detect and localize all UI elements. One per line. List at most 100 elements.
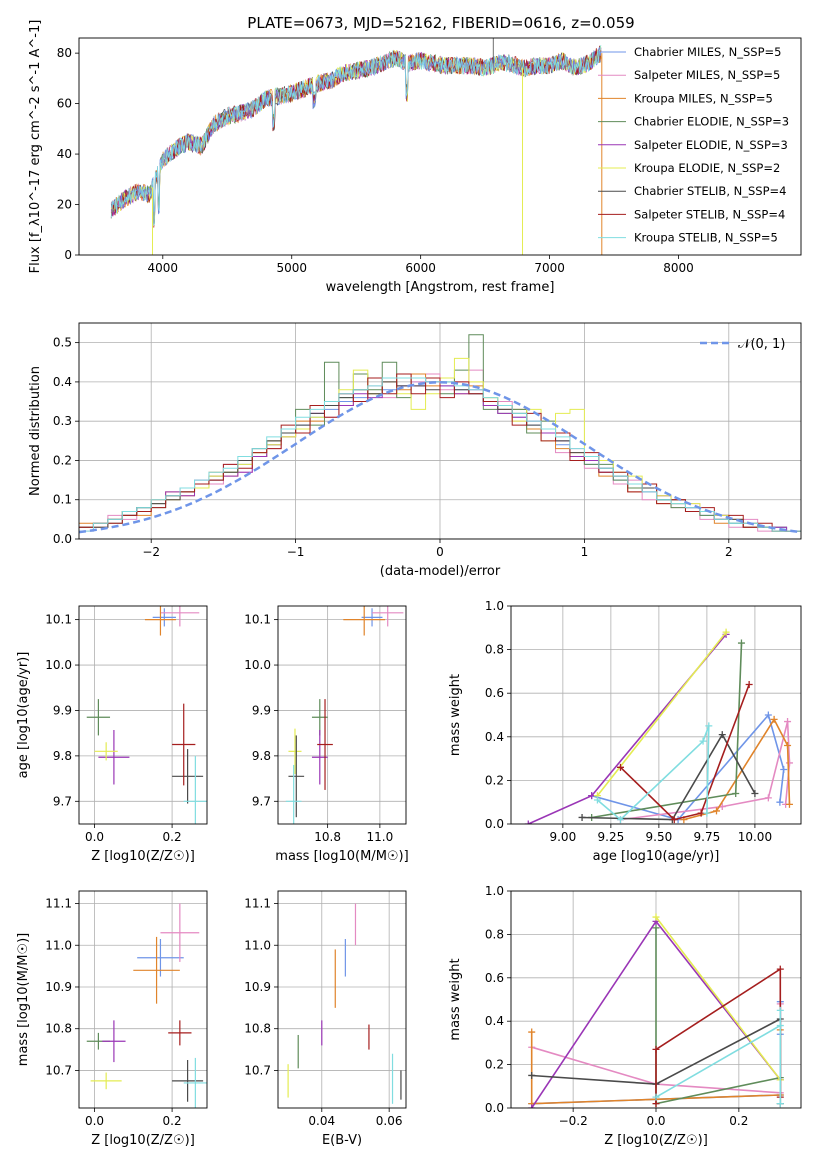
legend-label: Chabrier ELODIE, N_SSP=3	[634, 115, 789, 129]
x-tick-label: 0.2	[729, 1114, 748, 1128]
x-axis-label: Z [log10(Z/Z☉)]	[91, 1133, 195, 1148]
y-tick-label: 0.6	[485, 971, 504, 985]
y-tick-label: 9.7	[53, 794, 72, 808]
histogram-step	[79, 377, 801, 532]
weight-marker	[764, 794, 772, 802]
weight-marker	[785, 759, 793, 767]
y-tick-label: 11.1	[45, 897, 72, 911]
y-tick-label: 20	[57, 198, 72, 212]
y-axis-label: mass weight	[448, 958, 463, 1040]
figure-title: PLATE=0673, MJD=52162, FIBERID=0616, z=0…	[247, 14, 634, 32]
plot-area	[79, 323, 801, 539]
x-tick-label: 8000	[663, 261, 694, 275]
x-tick-label: 0.0	[85, 830, 104, 844]
legend-label: Kroupa STELIB, N_SSP=5	[634, 231, 778, 245]
weight-marker	[770, 715, 778, 723]
x-axis-label: E(B-V)	[322, 1133, 362, 1148]
x-axis-label: (data-model)/error	[380, 564, 501, 579]
weight-marker	[528, 1071, 536, 1079]
y-tick-label: 10.1	[244, 613, 271, 627]
weight-line	[655, 916, 781, 1081]
weight-marker	[745, 680, 753, 688]
x-tick-label: 5000	[276, 261, 307, 275]
x-axis-label: Z [log10(Z/Z☉)]	[604, 1133, 708, 1148]
y-tick-label: 0.6	[485, 686, 504, 700]
weight-marker	[652, 1100, 660, 1108]
normal-curve	[79, 381, 801, 534]
weight-marker	[784, 718, 792, 726]
weight-marker	[703, 809, 711, 817]
y-tick-label: 9.7	[252, 794, 271, 808]
weight-marker	[699, 737, 707, 745]
mass-vs-metallicity-panel: 0.0 0.2 10.7 10.8 10.9 11.0 11.1 Z [log10(Z/Z☉)…	[16, 890, 208, 1148]
legend-label: Kroupa ELODIE, N_SSP=2	[634, 161, 780, 175]
y-tick-label: 0.4	[485, 1014, 504, 1028]
x-tick-label: 0.0	[646, 1114, 665, 1128]
spectrum-legend: Chabrier MILES, N_SSP=5 Salpeter MILES, N…	[598, 45, 789, 245]
axes-frame	[78, 37, 802, 256]
x-tick-label: −2	[142, 545, 160, 559]
age-vs-mass-panel: 10.8 11.0 9.7 9.8 9.9 10.0 10.1 mass [log10(M/M…	[244, 605, 409, 864]
axes-frame	[78, 890, 208, 1109]
weight-marker	[732, 789, 740, 797]
weight-line	[527, 633, 727, 824]
x-tick-label: −1	[287, 545, 305, 559]
weight-marker	[718, 731, 726, 739]
weight-marker	[751, 789, 759, 797]
mass-weight-vs-metallicity-panel: −0.2 0.0 0.2 0.0 0.2 0.4 0.6 0.8 1.0 Z [log10(Z/Z…	[448, 884, 802, 1148]
y-tick-label: 11.1	[244, 897, 271, 911]
axes-frame	[510, 890, 802, 1109]
y-tick-label: 0.2	[485, 773, 504, 787]
y-tick-label: 0.0	[485, 1101, 504, 1115]
x-tick-label: 9.25	[598, 830, 625, 844]
weight-marker	[764, 711, 772, 719]
y-axis-label: Flux [f_λ10^-17 erg cm^-2 s^-1 A^-1]	[28, 20, 43, 274]
residual-histogram-panel: −2 −1 0 1 2 0.0 0.1 0.2 0.3 0.4 0.5 (data-model)/er…	[28, 322, 802, 579]
y-tick-label: 9.8	[53, 749, 72, 763]
plot-area	[79, 606, 207, 824]
axes-frame	[78, 605, 208, 825]
legend-label: Salpeter MILES, N_SSP=5	[634, 68, 780, 82]
x-tick-label: 0.06	[376, 1114, 403, 1128]
y-tick-label: 9.9	[252, 703, 271, 717]
weight-marker	[722, 628, 730, 636]
weight-marker	[784, 742, 792, 750]
y-tick-label: 0.3	[53, 414, 72, 428]
weight-marker	[780, 766, 788, 773]
weight-marker	[652, 1093, 660, 1101]
y-tick-label: 10.0	[45, 658, 72, 672]
y-axis-label: mass [log10(M/M☉)]	[16, 933, 31, 1066]
weight-marker	[616, 763, 624, 771]
y-tick-label: 11.0	[45, 938, 72, 952]
weight-marker	[737, 639, 745, 647]
plot-area	[278, 891, 406, 1108]
y-tick-label: 10.8	[244, 1022, 271, 1036]
weight-marker	[785, 800, 793, 808]
x-tick-label: 10.00	[738, 830, 772, 844]
x-tick-label: 9.00	[549, 830, 576, 844]
y-tick-label: 0.2	[485, 1058, 504, 1072]
y-axis-label: age [log10(age/yr)]	[16, 652, 31, 779]
y-tick-label: 0.4	[53, 375, 72, 389]
y-tick-label: 0.4	[485, 730, 504, 744]
y-tick-label: 0.5	[53, 336, 72, 350]
x-tick-label: 0.0	[85, 1114, 104, 1128]
y-tick-label: 1.0	[485, 884, 504, 898]
weight-line	[582, 732, 756, 821]
age-vs-metallicity-panel: 0.0 0.2 9.7 9.8 9.9 10.0 10.1 Z [log10(Z/Z☉)] ag…	[16, 605, 208, 864]
weight-line	[596, 725, 710, 821]
x-tick-label: 1	[581, 545, 589, 559]
spectrum-line	[110, 45, 602, 227]
weight-marker	[712, 807, 720, 815]
y-tick-label: 40	[57, 147, 72, 161]
axes-frame	[510, 605, 802, 825]
x-tick-label: 0	[436, 545, 444, 559]
x-tick-label: 4000	[148, 261, 179, 275]
weight-line	[655, 1010, 782, 1104]
y-tick-label: 10.7	[45, 1063, 72, 1077]
legend-label: Kroupa MILES, N_SSP=5	[634, 91, 773, 105]
x-tick-label: 0.04	[308, 1114, 335, 1128]
weight-marker	[616, 816, 624, 824]
y-tick-label: 0.2	[53, 453, 72, 467]
weight-marker	[776, 1100, 784, 1108]
